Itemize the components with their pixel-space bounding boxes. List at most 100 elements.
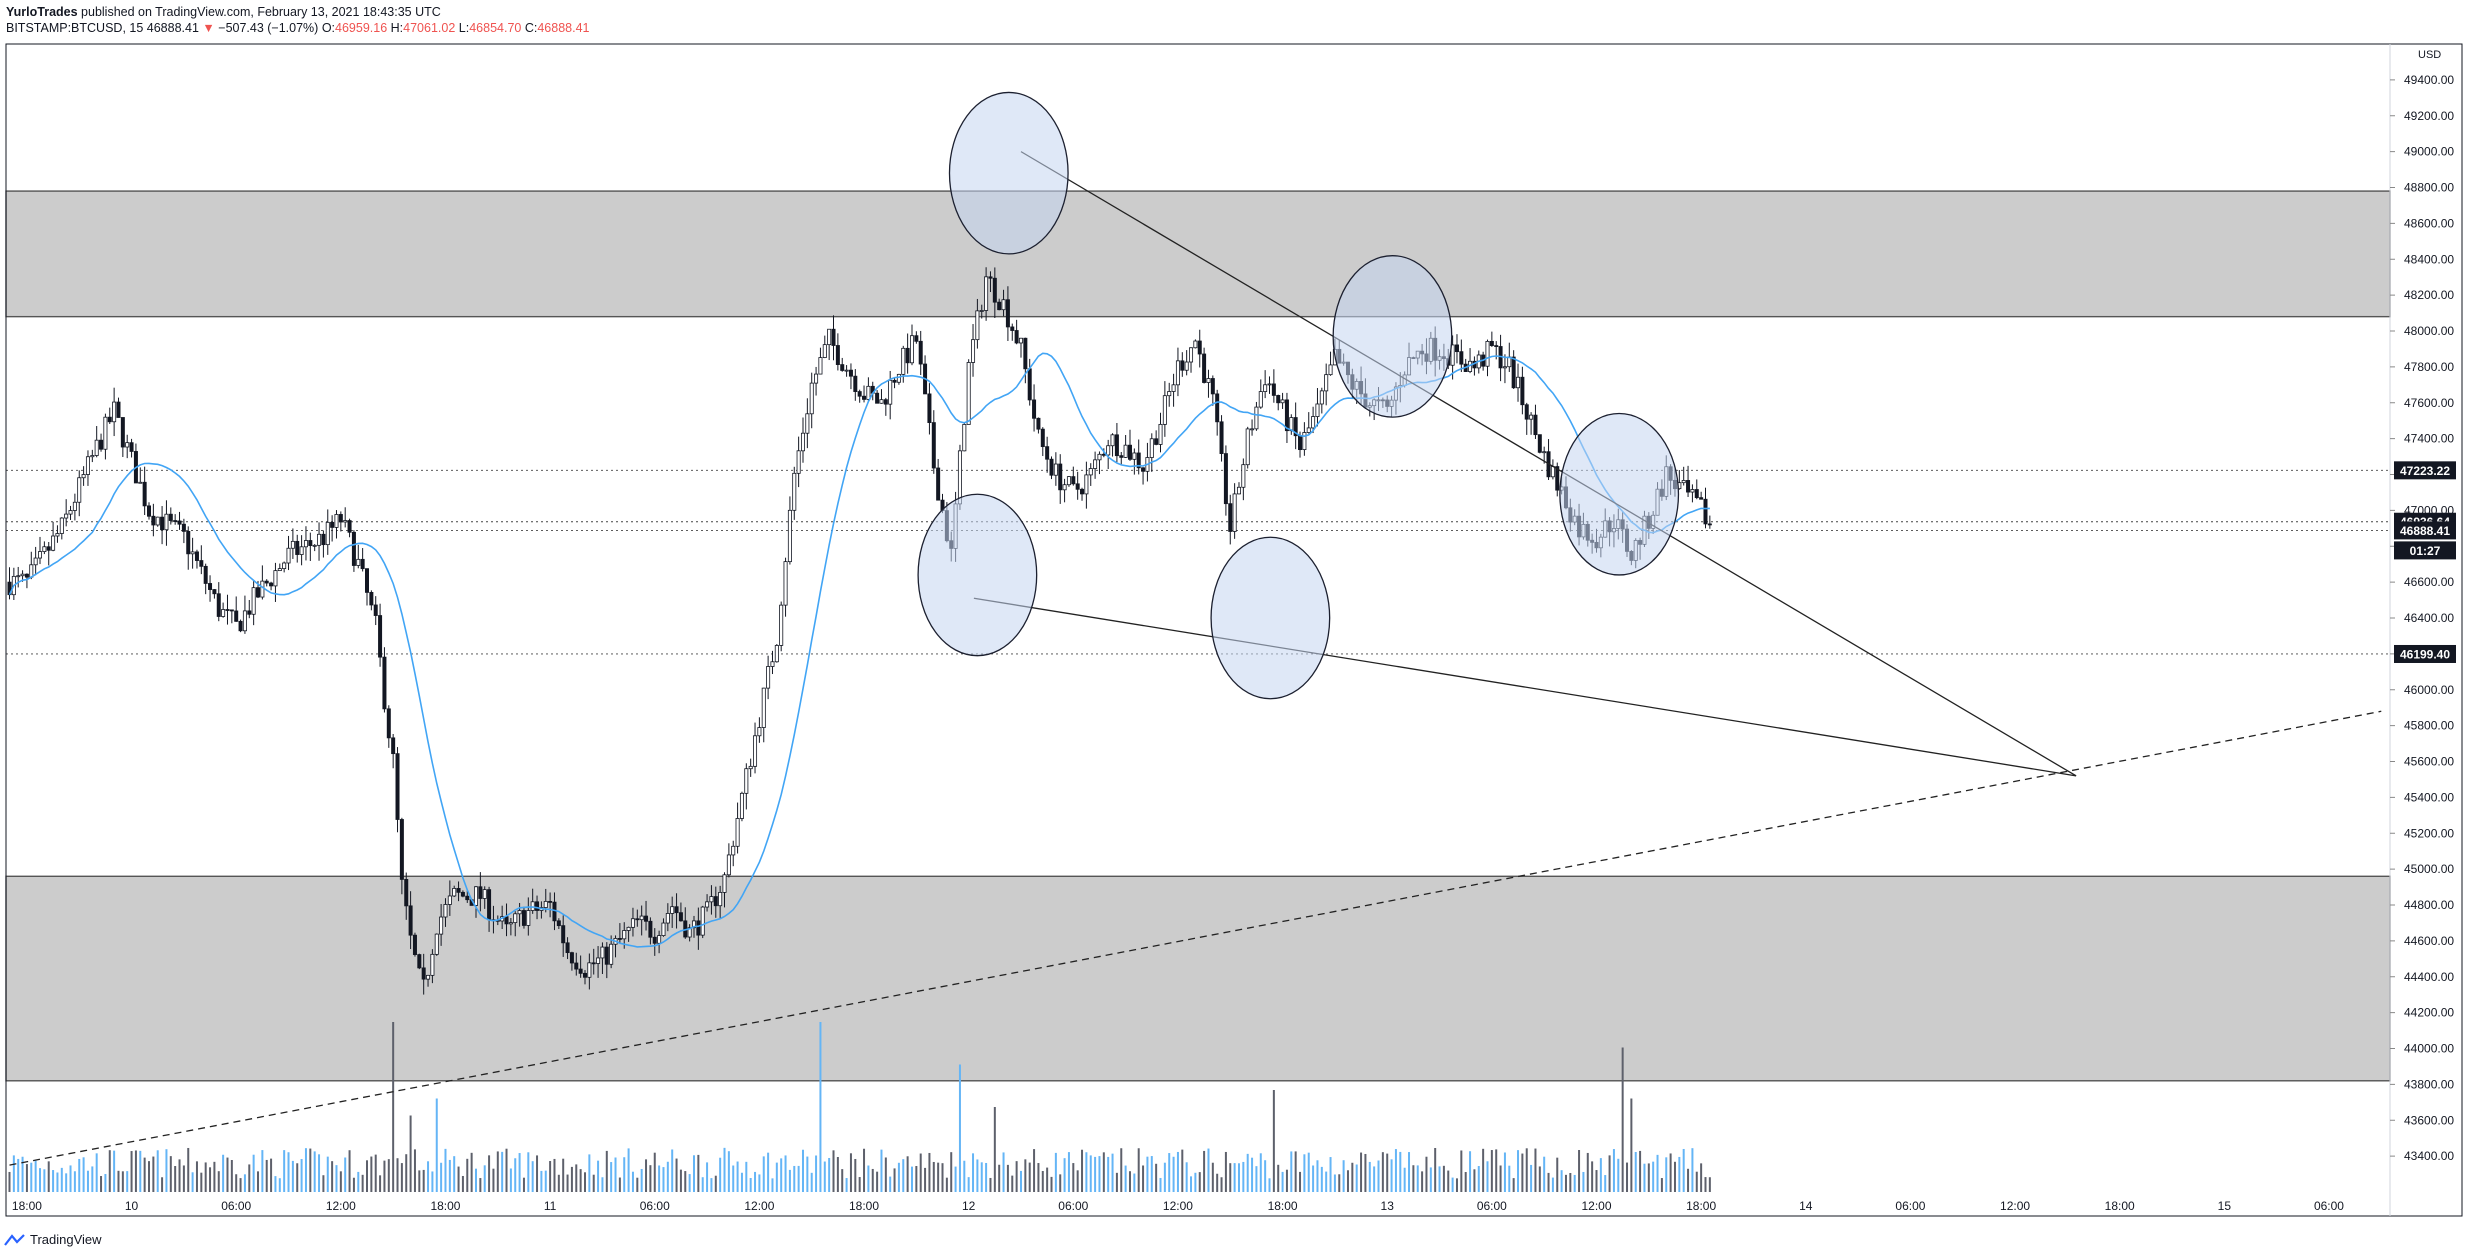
volume-bar	[710, 1178, 713, 1192]
volume-bar	[461, 1175, 464, 1192]
volume-bar	[915, 1165, 918, 1192]
volume-bar	[466, 1158, 469, 1192]
candle-body	[1171, 384, 1176, 392]
volume-bar	[483, 1165, 486, 1192]
volume-bar	[261, 1150, 264, 1192]
candle-body	[1707, 523, 1712, 526]
candle-body	[1542, 451, 1547, 454]
candle-body	[975, 310, 980, 341]
volume-bar	[1220, 1177, 1223, 1192]
volume-bar	[139, 1150, 142, 1192]
volume-bar	[1530, 1164, 1533, 1192]
volume-bar	[1394, 1149, 1397, 1192]
volume-bar	[1373, 1166, 1376, 1192]
volume-bar	[1678, 1156, 1681, 1192]
down-arrow-icon: ▼	[202, 21, 215, 35]
volume-bar	[235, 1174, 238, 1192]
volume-bar	[1176, 1151, 1179, 1192]
volume-bar	[1517, 1150, 1520, 1192]
volume-bar	[121, 1171, 124, 1192]
candle-body	[548, 900, 553, 903]
volume-bar	[562, 1158, 565, 1192]
volume-bar	[945, 1177, 948, 1192]
volume-bar	[283, 1150, 286, 1192]
candle-body	[1119, 455, 1124, 458]
candle-body	[1210, 378, 1215, 395]
candle-body	[739, 792, 744, 819]
volume-bar	[1451, 1177, 1454, 1192]
brand-label[interactable]: TradingView	[30, 1232, 102, 1247]
volume-bar	[919, 1153, 922, 1192]
volume-bar	[658, 1165, 661, 1192]
volume-bar	[893, 1168, 896, 1192]
volume-bar	[427, 1161, 430, 1192]
y-tick-label: 47800.00	[2404, 360, 2454, 374]
symbol-label[interactable]: BITSTAMP:BTCUSD, 15	[6, 21, 144, 35]
candle-body	[818, 357, 823, 375]
volume-bar	[1233, 1163, 1236, 1192]
candle-body	[151, 515, 156, 526]
volume-bar	[1429, 1167, 1432, 1192]
candle-body	[1088, 468, 1093, 476]
candle-body	[665, 913, 670, 924]
volume-bar	[1050, 1176, 1053, 1192]
volume-bar	[1560, 1170, 1563, 1192]
volume-bar	[300, 1159, 303, 1192]
candle-body	[1162, 395, 1167, 425]
candle-body	[273, 570, 278, 587]
candle-body	[321, 533, 326, 546]
candle-body	[691, 920, 696, 929]
volume-bar	[1416, 1165, 1419, 1192]
volume-bar	[1216, 1173, 1219, 1192]
zone-rect-0	[5, 190, 2391, 318]
volume-bar	[1508, 1165, 1511, 1192]
volume-bar	[270, 1158, 273, 1192]
volume-bar	[1312, 1165, 1315, 1192]
candle-body	[1075, 483, 1080, 490]
candle-body	[744, 768, 749, 794]
candle-body	[875, 392, 880, 404]
candle-body	[351, 531, 356, 566]
x-tick-label: 18:00	[1268, 1199, 1298, 1213]
volume-bar	[972, 1153, 975, 1192]
volume-bar	[213, 1161, 216, 1192]
candle-body	[199, 560, 204, 567]
candle-body	[1180, 360, 1185, 371]
candle-body	[1141, 467, 1146, 472]
volume-bar	[1403, 1167, 1406, 1192]
volume-bar	[8, 1171, 11, 1192]
candle-body	[1058, 463, 1063, 491]
volume-bar	[1460, 1150, 1463, 1192]
candle-body	[208, 583, 213, 590]
candle-body	[1197, 340, 1202, 355]
volume-bar	[243, 1174, 246, 1192]
volume-bar	[100, 1176, 103, 1192]
volume-bar	[575, 1164, 578, 1192]
volume-bar	[1190, 1176, 1193, 1192]
volume-bar	[767, 1152, 770, 1192]
candle-body	[1324, 374, 1329, 392]
publish-line: YurloTrades published on TradingView.com…	[6, 5, 441, 19]
candle-body	[1001, 299, 1006, 311]
volume-bar	[1695, 1171, 1698, 1192]
candle-body	[844, 369, 849, 372]
volume-bar	[989, 1177, 992, 1192]
candle-body	[1036, 417, 1041, 430]
volume-bar	[1543, 1156, 1546, 1192]
volume-bar	[73, 1171, 76, 1192]
volume-bar	[1578, 1150, 1581, 1192]
volume-bar	[1425, 1156, 1428, 1192]
volume-bar	[884, 1157, 887, 1192]
volume-bar	[1381, 1152, 1384, 1192]
publisher-name[interactable]: YurloTrades	[6, 5, 78, 19]
candle-body	[687, 927, 692, 938]
candle-body	[456, 888, 461, 893]
volume-bar	[313, 1151, 316, 1192]
volume-bar	[1163, 1162, 1166, 1192]
volume-bar	[963, 1160, 966, 1192]
volume-bar	[549, 1161, 552, 1192]
candle-body	[72, 501, 77, 511]
volume-bar	[1621, 1047, 1624, 1192]
volume-bar	[662, 1167, 665, 1192]
